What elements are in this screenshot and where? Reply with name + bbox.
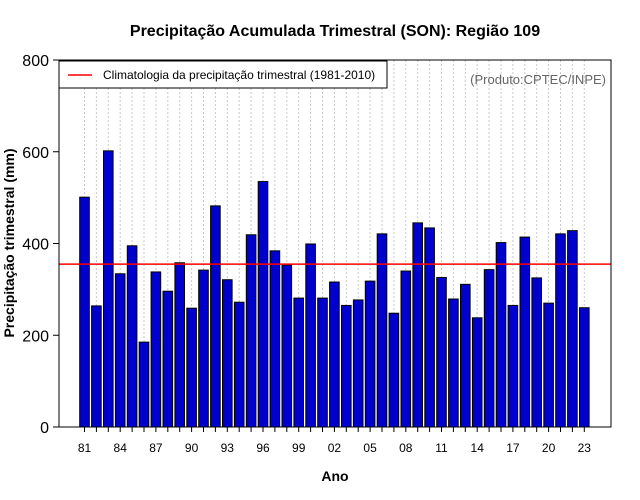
x-tick-label-87: 87 [149,441,163,455]
bar-2005 [364,280,376,428]
x-tick-label-99: 99 [292,441,306,455]
bar-2016 [495,242,507,428]
bar-1989 [174,262,185,428]
bar-1987 [150,271,162,428]
bar-2012 [448,298,459,428]
y-tick-label-800: 800 [22,53,49,70]
bar-1983 [103,150,114,428]
y-tick-label-400: 400 [22,237,49,254]
x-tick-label-84: 84 [114,441,128,455]
bar-1988 [162,290,174,428]
chart-title: Precipitação Acumulada Trimestral (SON):… [130,23,540,40]
bar-1994 [233,301,245,428]
bar-2002 [329,281,340,428]
bar-1993 [222,279,233,428]
bar-2019 [531,277,543,428]
bar-2008 [400,270,412,428]
bar-1998 [281,264,293,428]
bar-2015 [483,269,495,428]
x-tick-label-08: 08 [399,441,413,455]
bar-1981 [79,196,90,428]
x-tick-label-96: 96 [256,441,270,455]
legend-box [58,60,388,89]
bar-1982 [91,305,102,428]
bar-2001 [317,297,328,428]
x-axis: 81 84 87 90 93 96 99 02 05 08 11 14 17 20 23 [78,427,591,455]
x-tick-label-17: 17 [506,441,520,455]
x-tick-label-20: 20 [542,441,556,455]
bar-series [79,150,590,428]
bar-2013 [460,283,471,428]
bar-2000 [305,243,316,428]
bar-1997 [269,250,281,428]
y-axis: 0 200 400 600 800 [22,53,59,437]
x-tick-label-14: 14 [471,441,485,455]
bar-2014 [471,317,483,428]
x-tick-label-11: 11 [435,441,448,455]
y-tick-label-0: 0 [40,420,49,437]
y-tick-label-200: 200 [22,328,49,345]
bar-2009 [412,222,423,428]
x-tick-label-05: 05 [363,441,377,455]
y-axis-label: Precipitação trimestral (mm) [1,148,17,337]
bar-2007 [388,312,400,428]
bar-2004 [352,299,364,428]
x-tick-label-02: 02 [328,441,342,455]
bar-2010 [424,227,435,428]
y-tick-label-600: 600 [22,145,49,162]
bar-1984 [114,273,126,428]
x-axis-label: Ano [321,468,348,484]
bar-2021 [555,233,566,428]
bar-2023 [579,307,590,428]
x-tick-label-23: 23 [578,441,592,455]
x-tick-label-90: 90 [185,441,199,455]
bar-1991 [198,269,209,428]
legend-label: Climatologia da precipitação trimestral … [103,68,375,82]
legend: Climatologia da precipitação trimestral … [58,60,388,89]
bar-2011 [436,276,447,428]
x-tick-label-93: 93 [221,441,235,455]
x-tick-label-81: 81 [78,441,92,455]
bar-1992 [210,205,221,428]
bar-2006 [376,233,388,428]
bar-2017 [507,304,519,428]
bar-2003 [341,304,352,428]
product-credit: (Produto:CPTEC/INPE) [470,72,606,87]
bar-2020 [543,302,554,428]
bar-1990 [186,307,197,428]
bar-1986 [138,341,150,428]
bar-1999 [293,297,304,428]
bar-1996 [257,181,269,428]
bar-1985 [126,245,138,428]
bar-2022 [567,230,578,428]
bar-2018 [519,236,531,428]
